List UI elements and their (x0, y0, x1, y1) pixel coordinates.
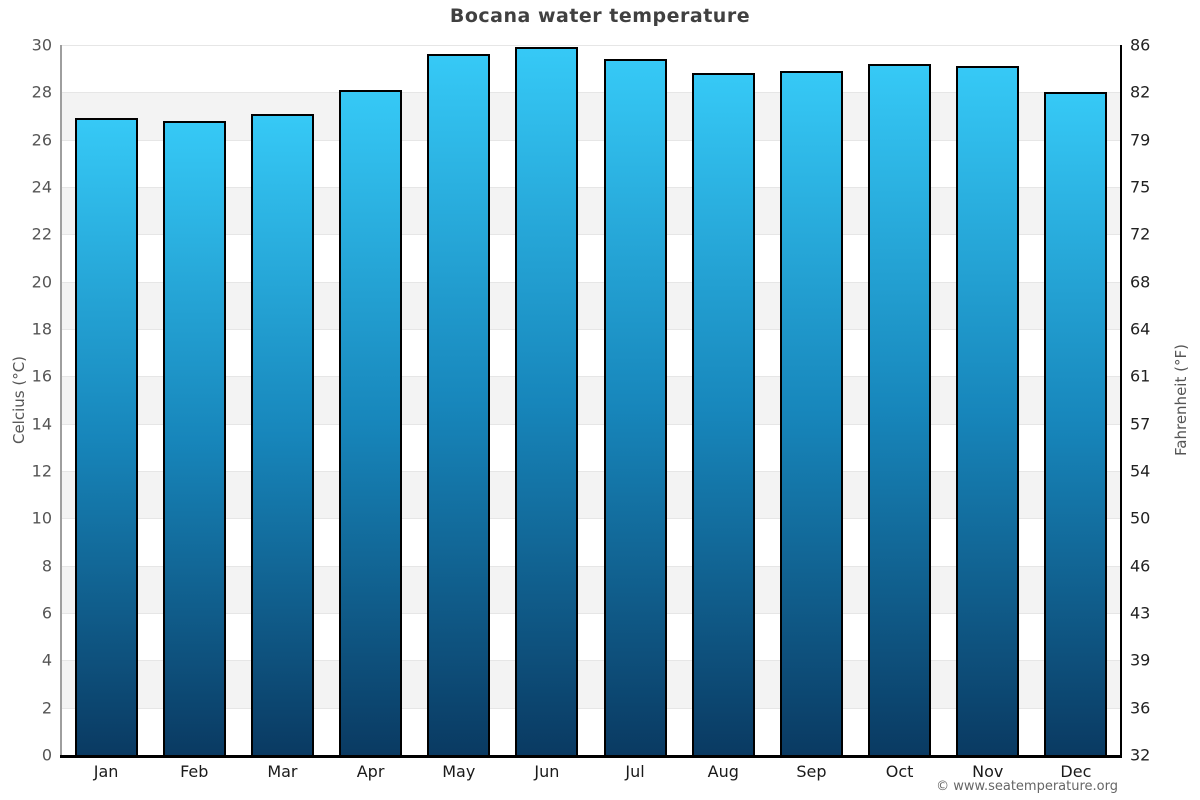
fahrenheit-tick-label: 50 (1130, 508, 1151, 528)
background-band (62, 707, 1120, 755)
celsius-tick-label: 28 (31, 82, 52, 102)
bar-may (427, 54, 491, 755)
background-band (62, 281, 1120, 329)
gridline (62, 471, 1120, 472)
celsius-tick-label: 8 (41, 556, 52, 576)
fahrenheit-tick-label: 72 (1130, 224, 1151, 244)
gridline (62, 92, 1120, 93)
chart-title: Bocana water temperature (449, 5, 751, 27)
month-tick-label: Mar (267, 762, 298, 781)
month-tick-label: Nov (972, 762, 1004, 781)
bar-sep (779, 71, 843, 755)
bar-feb (162, 120, 226, 755)
month-tick-label: May (442, 762, 476, 781)
celsius-tick-label: 4 (41, 650, 52, 670)
gridline (62, 660, 1120, 661)
fahrenheit-tick-label: 64 (1130, 319, 1151, 339)
gridline (62, 424, 1120, 425)
background-band (62, 471, 1120, 519)
left-axis-spine (60, 45, 62, 755)
fahrenheit-tick-label: 79 (1130, 130, 1151, 150)
fahrenheit-tick-label: 54 (1130, 461, 1151, 481)
background-band (62, 613, 1120, 661)
month-tick-label: Oct (885, 762, 914, 781)
background-band (62, 92, 1120, 140)
background-band (62, 234, 1120, 282)
celsius-tick-label: 20 (31, 272, 52, 292)
celsius-tick-label: 24 (31, 177, 52, 197)
celsius-tick-label: 0 (41, 745, 52, 765)
gridline (62, 708, 1120, 709)
background-band (62, 660, 1120, 708)
month-tick-label: Jan (93, 762, 119, 781)
gridline (62, 613, 1120, 614)
bar-oct (868, 63, 932, 755)
fahrenheit-tick-label: 82 (1130, 82, 1151, 102)
fahrenheit-tick-label: 32 (1130, 745, 1151, 765)
celsius-tick-label: 18 (31, 319, 52, 339)
bar-aug (691, 73, 755, 755)
gridline (62, 329, 1120, 330)
fahrenheit-tick-label: 43 (1130, 603, 1151, 623)
fahrenheit-tick-label: 36 (1130, 698, 1151, 718)
background-band (62, 423, 1120, 471)
celsius-tick-label: 14 (31, 414, 52, 434)
bar-jan (74, 118, 138, 755)
background-band (62, 518, 1120, 566)
month-tick-label: Aug (707, 762, 739, 781)
background-band (62, 565, 1120, 613)
celsius-tick-label: 26 (31, 130, 52, 150)
bottom-axis-line (60, 755, 1122, 758)
right-axis-title: Fahrenheit (°F) (1172, 344, 1190, 456)
month-tick-label: Sep (796, 762, 827, 781)
celsius-tick-label: 30 (31, 35, 52, 55)
gridline (62, 518, 1120, 519)
gridline (62, 234, 1120, 235)
month-tick-label: Jun (534, 762, 560, 781)
plot-area (60, 45, 1122, 758)
background-band (62, 45, 1120, 93)
month-tick-label: Jul (625, 762, 645, 781)
celsius-tick-label: 16 (31, 366, 52, 386)
background-band (62, 329, 1120, 377)
bar-dec (1044, 92, 1108, 755)
fahrenheit-tick-label: 57 (1130, 414, 1151, 434)
bar-nov (956, 66, 1020, 755)
celsius-tick-label: 10 (31, 508, 52, 528)
fahrenheit-tick-label: 86 (1130, 35, 1151, 55)
bar-jun (515, 47, 579, 755)
bar-mar (250, 113, 314, 755)
background-band (62, 376, 1120, 424)
gridline (62, 187, 1120, 188)
fahrenheit-tick-label: 46 (1130, 556, 1151, 576)
fahrenheit-tick-label: 75 (1130, 177, 1151, 197)
gridline (62, 282, 1120, 283)
bar-jul (603, 59, 667, 755)
fahrenheit-tick-label: 61 (1130, 366, 1151, 386)
celsius-tick-label: 6 (41, 603, 52, 623)
background-band (62, 187, 1120, 235)
fahrenheit-tick-label: 39 (1130, 650, 1151, 670)
background-band (62, 139, 1120, 187)
left-axis-title: Celcius (°C) (10, 355, 28, 445)
month-tick-label: Feb (180, 762, 209, 781)
celsius-tick-label: 12 (31, 461, 52, 481)
gridline (62, 566, 1120, 567)
gridline (62, 376, 1120, 377)
fahrenheit-tick-label: 68 (1130, 272, 1151, 292)
bar-apr (339, 89, 403, 755)
copyright-footer: © www.seatemperature.org (936, 779, 1118, 794)
month-tick-label: Apr (356, 762, 385, 781)
celsius-tick-label: 2 (41, 698, 52, 718)
gridline (62, 45, 1120, 46)
right-axis-spine (1120, 45, 1122, 755)
gridline (62, 140, 1120, 141)
celsius-tick-label: 22 (31, 224, 52, 244)
month-tick-label: Dec (1060, 762, 1092, 781)
